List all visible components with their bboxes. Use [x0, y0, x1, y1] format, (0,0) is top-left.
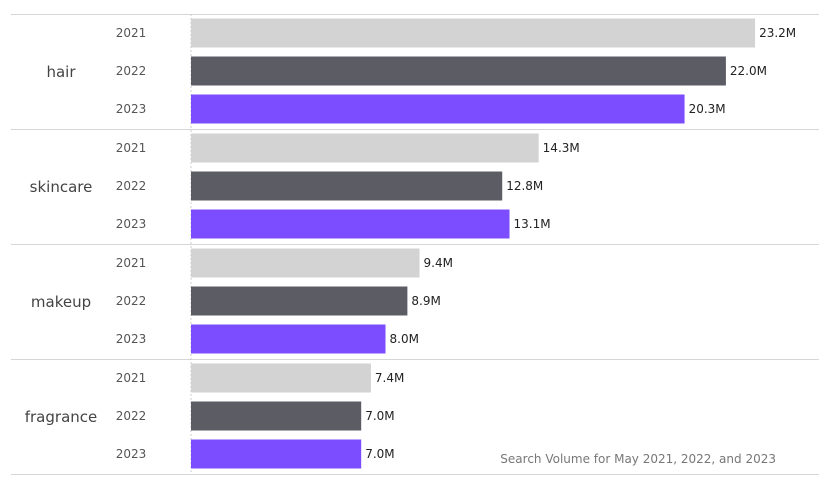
bar-skincare-2022 [191, 171, 503, 201]
year-label: 2021 [116, 256, 147, 270]
bar-makeup-2023 [191, 324, 386, 354]
value-label: 20.3M [689, 102, 726, 116]
value-label: 23.2M [759, 26, 796, 40]
category-label-makeup: makeup [31, 293, 91, 311]
bar-hair-2022 [191, 56, 726, 86]
bar-fragrance-2022 [191, 401, 362, 431]
value-label: 12.8M [506, 179, 543, 193]
year-label: 2021 [116, 26, 147, 40]
bar-fragrance-2021 [191, 363, 371, 393]
value-label: 14.3M [543, 141, 580, 155]
value-label: 13.1M [514, 217, 551, 231]
bars-layer [191, 18, 756, 469]
category-separators [11, 14, 819, 475]
bar-hair-2023 [191, 94, 685, 124]
value-label: 7.4M [375, 371, 404, 385]
value-label: 7.0M [365, 409, 394, 423]
value-label: 22.0M [730, 64, 767, 78]
value-label: 9.4M [424, 256, 453, 270]
bar-makeup-2022 [191, 286, 408, 316]
chart-annotation: Search Volume for May 2021, 2022, and 20… [500, 452, 776, 466]
year-label: 2023 [116, 332, 147, 346]
year-label: 2022 [116, 409, 147, 423]
bar-hair-2021 [191, 18, 756, 48]
labels-layer: hair 2021 23.2M 2022 22.0M 2023 20.3M skincare 2… [25, 26, 796, 461]
year-label: 2023 [116, 217, 147, 231]
year-label: 2022 [116, 294, 147, 308]
value-label: 8.9M [411, 294, 440, 308]
year-label: 2022 [116, 64, 147, 78]
year-label: 2021 [116, 371, 147, 385]
category-label-fragrance: fragrance [25, 408, 98, 426]
year-label: 2022 [116, 179, 147, 193]
bar-makeup-2021 [191, 248, 420, 278]
value-label: 8.0M [390, 332, 419, 346]
bar-skincare-2021 [191, 133, 539, 163]
category-label-skincare: skincare [30, 178, 93, 196]
year-label: 2023 [116, 102, 147, 116]
bar-skincare-2023 [191, 209, 510, 239]
bar-fragrance-2023 [191, 439, 362, 469]
category-label-hair: hair [46, 63, 76, 81]
value-label: 7.0M [365, 447, 394, 461]
year-label: 2023 [116, 447, 147, 461]
year-label: 2021 [116, 141, 147, 155]
